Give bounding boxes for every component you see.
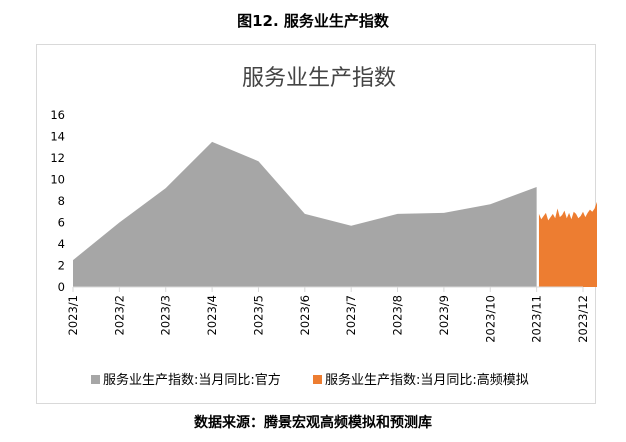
x-tick-label: 2023/11 (530, 295, 544, 343)
chart-frame: 服务业生产指数 0 2 4 6 8 10 12 14 16 2023/1 2023/2 2023/3… (36, 44, 597, 404)
legend: 服务业生产指数:当月同比:官方 服务业生产指数:当月同比:高频模拟 (91, 372, 529, 388)
y-tick-label: 12 (50, 151, 65, 165)
plot-area (73, 141, 597, 287)
x-tick-label: 2023/4 (205, 295, 219, 335)
x-tick-label: 2023/12 (576, 295, 590, 343)
y-tick-label: 2 (58, 259, 65, 273)
y-tick-label: 4 (58, 237, 65, 251)
x-tick-label: 2023/10 (483, 295, 497, 343)
x-tick-label: 2023/3 (159, 295, 173, 335)
legend-label-simulated: 服务业生产指数:当月同比:高频模拟 (325, 372, 529, 388)
y-tick-label: 0 (58, 280, 65, 294)
data-source-note: 数据来源：腾景宏观高频模拟和预测库 (194, 415, 432, 431)
x-tick-label: 2023/5 (251, 295, 265, 335)
legend-label-official: 服务业生产指数:当月同比:官方 (103, 372, 281, 388)
x-tick-label: 2023/1 (66, 295, 80, 335)
y-tick-label: 14 (50, 130, 65, 144)
figure-caption: 图12. 服务业生产指数 (237, 12, 389, 30)
y-tick-label: 6 (58, 216, 65, 230)
area-chart: 服务业生产指数 0 2 4 6 8 10 12 14 16 2023/1 2023/2 2023/3… (50, 66, 597, 388)
x-tick-label: 2023/2 (112, 295, 126, 335)
series-area-official (73, 141, 537, 287)
y-axis: 0 2 4 6 8 10 12 14 16 (50, 108, 65, 294)
y-tick-label: 16 (50, 108, 65, 122)
x-tick-label: 2023/6 (298, 295, 312, 335)
x-tick-label: 2023/9 (437, 295, 451, 335)
x-axis: 2023/1 2023/2 2023/3 2023/4 2023/5 2023/6 2023… (66, 287, 590, 343)
series-area-simulated (538, 201, 597, 287)
legend-swatch-simulated (313, 375, 322, 384)
chart-title: 服务业生产指数 (242, 66, 396, 91)
y-tick-label: 10 (50, 173, 65, 187)
x-tick-label: 2023/8 (391, 295, 405, 335)
x-tick-label: 2023/7 (344, 295, 358, 335)
legend-swatch-official (91, 375, 100, 384)
y-tick-label: 8 (58, 194, 65, 208)
